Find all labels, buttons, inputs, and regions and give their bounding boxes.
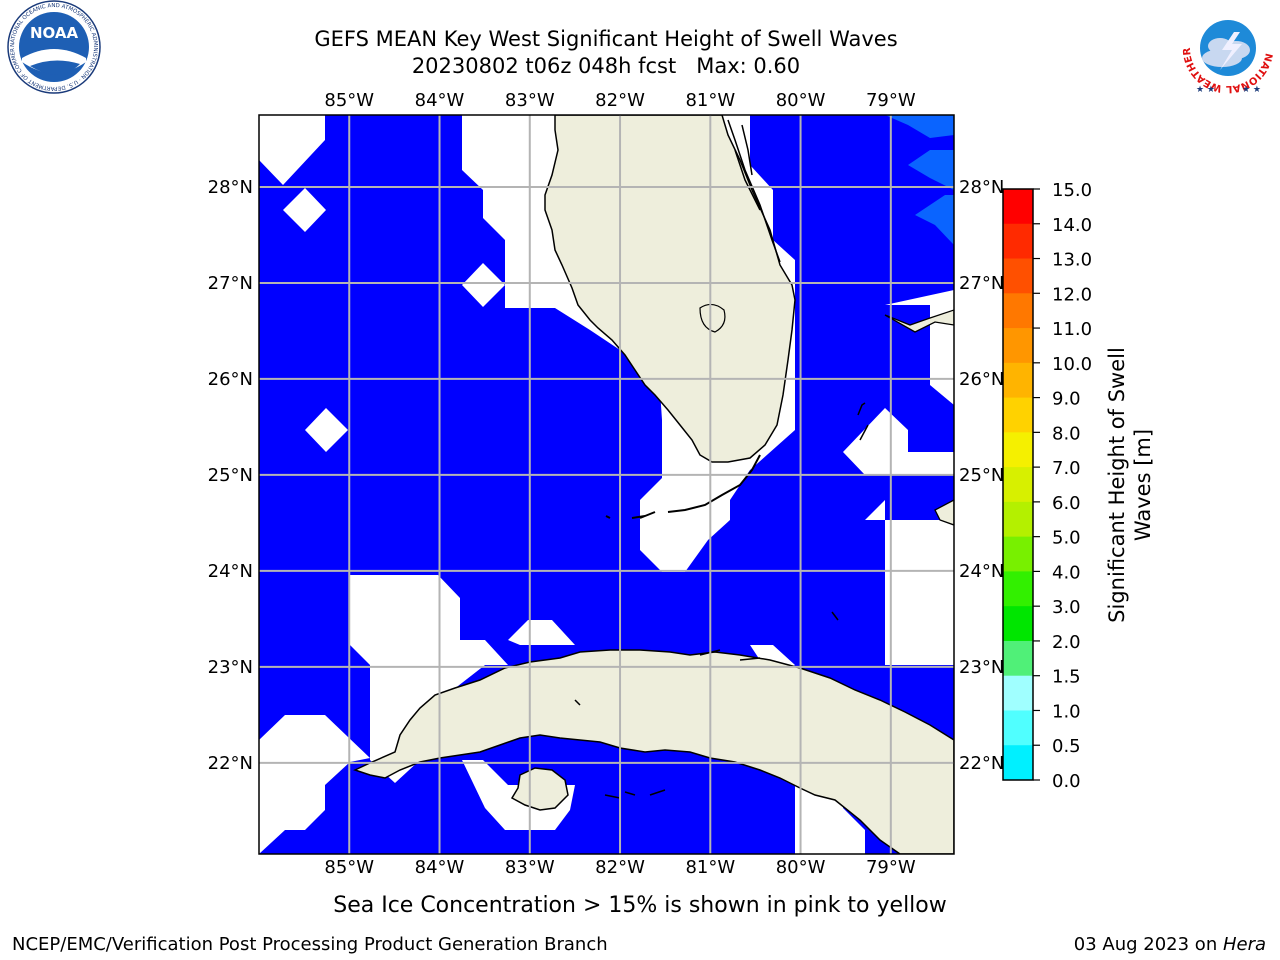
lon-label-top: 79°W [866,90,916,111]
colorbar-tick-label: 5.0 [1052,528,1081,549]
footer-date-line: 03 Aug 2023 on Hera [1074,934,1266,955]
colorbar-tick-label: 13.0 [1052,250,1092,271]
colorbar-tick-label: 12.0 [1052,284,1092,305]
land-bahamas [884,309,954,526]
noaa-logo: NOAA NATIONAL OCEANIC AND ATMOSPHERIC AD… [0,0,101,94]
colorbar-tick-label: 10.0 [1052,354,1092,375]
colorbar-swatch [1003,536,1033,572]
colorbar-tick-label: 15.0 [1052,180,1092,201]
nws-stars-right: ★ ★ [1242,85,1261,95]
chart-title: GEFS MEAN Key West Significant Height of… [0,26,1212,80]
colorbar-swatch [1003,501,1033,538]
lat-label-left: 22°N [208,753,253,774]
colorbar-swatch [1003,745,1033,781]
footer-machine: Hera [1223,934,1266,955]
svg-text:NATIONAL WEATHER SERVICE: NATIONAL WEATHER SERVICE [0,0,1274,94]
lat-label-right: 22°N [959,753,1004,774]
lat-label-right: 24°N [959,561,1004,582]
colorbar-tick-label: 0.5 [1052,736,1081,757]
bahamas-islets [831,402,869,621]
lat-label-right: 23°N [959,657,1004,678]
colorbar-tick-label: 7.0 [1052,458,1081,479]
lon-label-top: 80°W [776,90,826,111]
swell-field-mid [885,115,954,245]
swell-field-low [259,115,954,854]
lon-label-top: 84°W [415,90,465,111]
colorbar-swatch [1003,328,1033,364]
lon-label-bottom: 85°W [324,857,374,878]
lon-label-bottom: 79°W [866,857,916,878]
land-isla-juventud [510,767,569,811]
colorbar-swatch [1003,258,1033,294]
colorbar-swatch [1003,189,1033,225]
lon-label-top: 81°W [685,90,735,111]
lat-label-left: 25°N [208,465,253,486]
footer-date: 03 Aug 2023 on [1074,934,1223,955]
colorbar-tick-label: 8.0 [1052,423,1081,444]
lon-label-top: 85°W [324,90,374,111]
lon-label-top: 82°W [595,90,645,111]
lat-label-right: 26°N [959,369,1004,390]
colorbar-label-1: Significant Height of Swell [1105,347,1129,623]
title-line-2: 20230802 t06z 048h fcst Max: 0.60 [411,54,801,78]
colorbar-swatch [1003,640,1033,677]
colorbar-swatch [1003,675,1033,711]
colorbar-frame [1002,188,1034,781]
colorbar-tick-label: 2.0 [1052,632,1081,653]
colorbar-tick-label: 3.0 [1052,597,1081,618]
lat-label-left: 24°N [208,561,253,582]
colorbar-swatch [1003,467,1033,503]
lon-label-bottom: 84°W [415,857,465,878]
lat-labels-left: 28°N 27°N 26°N 25°N 24°N 23°N 22°N [208,177,253,774]
colorbar-swatch [1003,606,1033,642]
lat-labels-right: 28°N 27°N 26°N 25°N 24°N 23°N 22°N [959,177,1004,774]
lake-okeechobee [699,303,726,333]
colorbar-swatch [1003,432,1033,468]
lat-label-right: 25°N [959,465,1004,486]
colorbar-tick-label: 14.0 [1052,215,1092,236]
lat-label-right: 27°N [959,273,1004,294]
lon-label-bottom: 82°W [595,857,645,878]
colorbar-tick-label: 11.0 [1052,319,1092,340]
colorbar-swatch [1003,223,1033,260]
lat-label-left: 27°N [208,273,253,294]
lon-label-bottom: 80°W [776,857,826,878]
lat-label-left: 28°N [208,177,253,198]
colorbar-tick-label: 9.0 [1052,389,1081,410]
lon-label-top: 83°W [505,90,555,111]
colorbar-swatch [1003,571,1033,607]
lat-label-left: 23°N [208,657,253,678]
graticule [259,115,954,854]
lon-label-bottom: 81°W [685,857,735,878]
colorbar-swatch [1003,362,1033,399]
lon-label-bottom: 83°W [505,857,555,878]
land-florida [544,115,796,463]
lon-labels-bottom: 85°W 84°W 83°W 82°W 81°W 80°W 79°W [324,857,915,878]
nws-stars: ★ ★ [1196,85,1215,95]
map-area [259,115,954,854]
nws-ring-text: NATIONAL WEATHER SERVICE [0,0,1274,94]
lat-label-left: 26°N [208,369,253,390]
colorbar-swatch [1003,397,1033,433]
lon-labels-top: 85°W 84°W 83°W 82°W 81°W 80°W 79°W [324,90,915,111]
colorbar-tick-label: 6.0 [1052,493,1081,514]
lat-label-right: 28°N [959,177,1004,198]
colorbar-ticks: 15.0 14.0 13.0 12.0 11.0 10.0 9.0 8.0 7.0 6.0 5.0 4… [1033,180,1092,792]
colorbar-tick-label: 4.0 [1052,562,1081,583]
florida-keys [605,454,761,519]
colorbar-tick-label: 0.0 [1052,771,1081,792]
colorbar-tick-label: 1.5 [1052,667,1081,688]
sea-ice-caption: Sea Ice Concentration > 15% is shown in … [333,893,947,918]
colorbar-swatch [1003,710,1033,746]
noaa-logo-text: NOAA [30,24,79,42]
colorbar [1002,188,1034,781]
colorbar-swatch [1003,293,1033,329]
map-frame [258,114,955,855]
nws-logo: NATIONAL WEATHER SERVICE ★ ★ ★ ★ [0,0,1275,95]
colorbar-label-2: Waves [m] [1131,429,1155,541]
footer-branch: NCEP/EMC/Verification Post Processing Pr… [12,934,608,955]
colorbar-tick-label: 1.0 [1052,701,1081,722]
title-line-1: GEFS MEAN Key West Significant Height of… [314,27,898,51]
